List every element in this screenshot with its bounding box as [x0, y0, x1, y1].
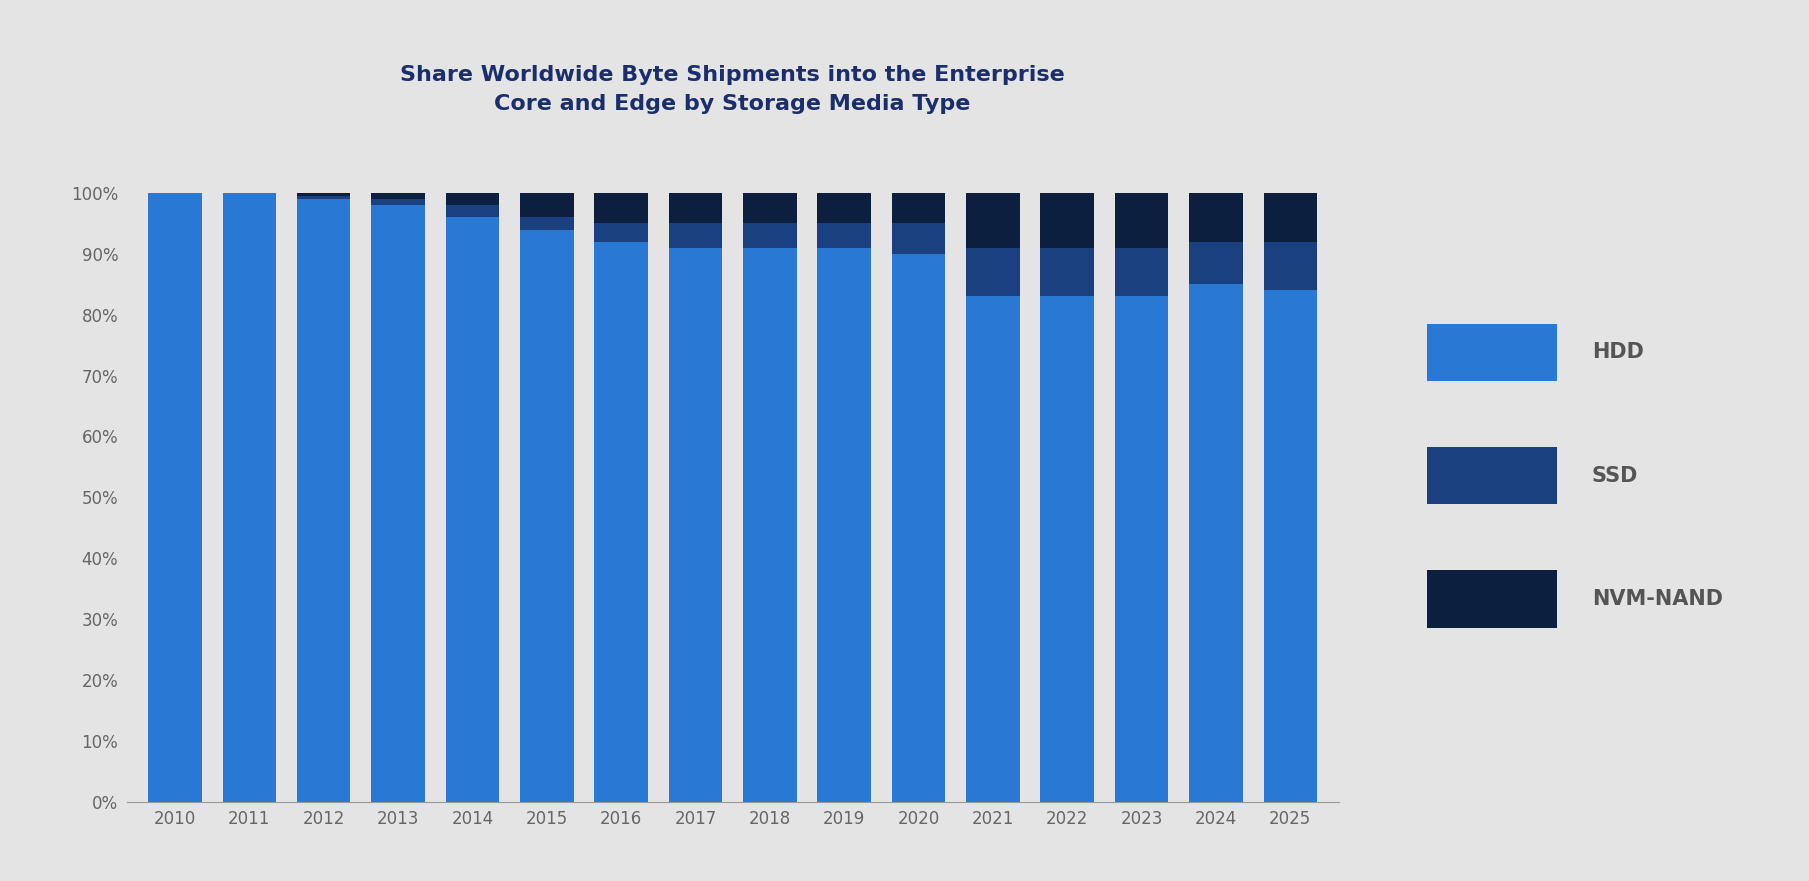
Bar [445, 205, 499, 218]
Bar [1114, 297, 1169, 802]
Bar [743, 248, 796, 802]
Text: NVM-NAND: NVM-NAND [1592, 589, 1722, 609]
Bar [223, 193, 277, 802]
Bar [1427, 448, 1558, 504]
Bar [966, 248, 1020, 297]
Text: HDD: HDD [1592, 343, 1644, 362]
Bar [1114, 193, 1169, 248]
Bar [519, 230, 573, 802]
Bar [818, 193, 870, 224]
Bar [595, 193, 648, 224]
Bar [892, 193, 946, 224]
Bar [1040, 248, 1094, 297]
Bar [1040, 193, 1094, 248]
Bar [743, 193, 796, 224]
Bar [1263, 241, 1317, 291]
Bar [966, 297, 1020, 802]
Bar [669, 224, 722, 248]
Title: Share Worldwide Byte Shipments into the Enterprise
Core and Edge by Storage Medi: Share Worldwide Byte Shipments into the … [400, 65, 1066, 114]
Bar [818, 224, 870, 248]
Bar [148, 193, 203, 802]
Bar [297, 196, 351, 199]
Bar [297, 193, 351, 196]
Bar [595, 224, 648, 241]
Bar [669, 248, 722, 802]
Bar [1040, 297, 1094, 802]
Bar [892, 224, 946, 254]
Bar [892, 254, 946, 802]
Bar [519, 218, 573, 230]
Bar [1189, 285, 1243, 802]
Bar [669, 193, 722, 224]
Bar [1263, 193, 1317, 241]
Bar [371, 193, 425, 199]
Bar [1427, 323, 1558, 381]
Text: SSD: SSD [1592, 466, 1639, 485]
Bar [371, 199, 425, 205]
Bar [445, 218, 499, 802]
Bar [1263, 291, 1317, 802]
Bar [1189, 193, 1243, 241]
Bar [966, 193, 1020, 248]
Bar [445, 193, 499, 205]
Bar [595, 241, 648, 802]
Bar [519, 193, 573, 218]
Bar [371, 205, 425, 802]
Bar [1189, 241, 1243, 285]
Bar [1114, 248, 1169, 297]
Bar [818, 248, 870, 802]
Bar [1427, 571, 1558, 627]
Bar [297, 199, 351, 802]
Bar [743, 224, 796, 248]
